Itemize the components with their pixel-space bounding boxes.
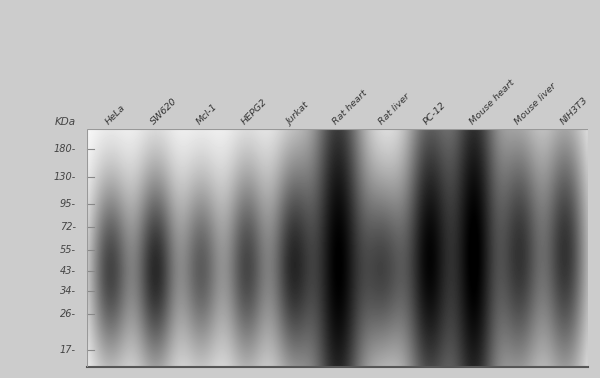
Text: 26-: 26- bbox=[59, 309, 76, 319]
Text: 34-: 34- bbox=[59, 286, 76, 296]
Text: Mouse liver: Mouse liver bbox=[514, 82, 559, 127]
Text: 43-: 43- bbox=[59, 266, 76, 276]
Text: SW620: SW620 bbox=[149, 97, 179, 127]
Text: Rat liver: Rat liver bbox=[377, 92, 411, 127]
Text: Jurkat: Jurkat bbox=[286, 101, 311, 127]
Text: PC-12: PC-12 bbox=[422, 101, 448, 127]
Text: 17-: 17- bbox=[59, 345, 76, 355]
Text: NIH3T3: NIH3T3 bbox=[559, 96, 590, 127]
Text: Rat heart: Rat heart bbox=[331, 89, 369, 127]
Text: 72-: 72- bbox=[59, 222, 76, 232]
Text: 55-: 55- bbox=[59, 245, 76, 255]
Text: 95-: 95- bbox=[59, 199, 76, 209]
Text: 180-: 180- bbox=[53, 144, 76, 154]
Text: 130-: 130- bbox=[53, 172, 76, 182]
Text: HEPG2: HEPG2 bbox=[240, 98, 269, 127]
Text: Mcl-1: Mcl-1 bbox=[194, 102, 219, 127]
Text: HeLa: HeLa bbox=[103, 103, 127, 127]
Text: Mouse heart: Mouse heart bbox=[468, 78, 516, 127]
Text: KDa: KDa bbox=[55, 116, 76, 127]
